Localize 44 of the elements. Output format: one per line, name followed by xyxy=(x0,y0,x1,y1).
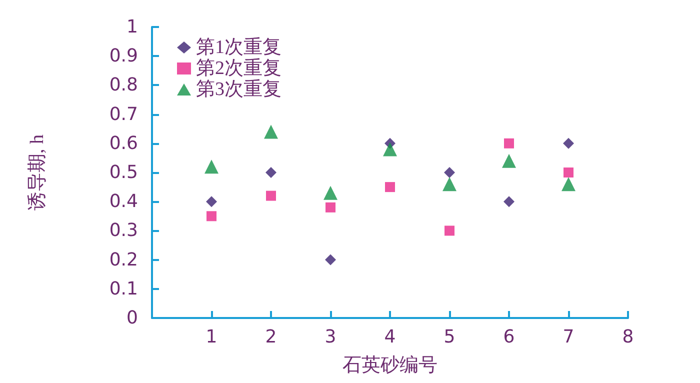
point xyxy=(385,182,395,192)
y-tick-label: 0 xyxy=(126,308,138,328)
legend-label: 第1次重复 xyxy=(196,37,282,58)
point xyxy=(204,160,218,174)
point xyxy=(564,168,574,178)
point xyxy=(442,177,456,192)
point xyxy=(206,196,217,208)
point xyxy=(444,167,455,178)
y-tick-label: 0.8 xyxy=(109,74,138,96)
y-tick-label: 0.1 xyxy=(109,278,138,300)
y-tick-label: 0.9 xyxy=(109,46,138,67)
x-tick-label: 3 xyxy=(324,326,336,348)
x-tick-label: 2 xyxy=(265,326,277,348)
point xyxy=(444,226,454,236)
y-tick-label: 0.7 xyxy=(109,104,138,125)
point xyxy=(324,186,338,200)
y-tick-label: 0.2 xyxy=(109,249,138,270)
point xyxy=(266,190,276,201)
point xyxy=(504,196,514,208)
point xyxy=(206,211,216,222)
y-tick-label: 0.5 xyxy=(109,162,138,183)
x-tick-label: 5 xyxy=(444,326,456,348)
x-axis-title: 石英砂编号 xyxy=(342,355,438,376)
point xyxy=(383,142,397,156)
y-axis-title: 诱导期, h xyxy=(27,134,48,210)
x-tick-label: 7 xyxy=(562,326,574,348)
x-tick-label: 8 xyxy=(622,326,634,348)
y-tick-label: 0.6 xyxy=(109,132,138,154)
point xyxy=(562,177,576,192)
point xyxy=(502,154,516,168)
y-tick-label: 0.4 xyxy=(109,191,138,212)
legend-label: 第3次重复 xyxy=(196,79,282,100)
point xyxy=(563,138,574,149)
point xyxy=(504,138,514,148)
x-tick-label: 6 xyxy=(503,326,515,348)
y-tick-label: 1 xyxy=(126,16,138,38)
point xyxy=(266,167,276,178)
legend-label: 第2次重复 xyxy=(196,58,282,79)
x-tick-label: 1 xyxy=(206,326,218,348)
point xyxy=(325,254,336,266)
point xyxy=(264,124,278,139)
x-tick-label: 4 xyxy=(384,326,396,348)
point xyxy=(326,202,336,212)
y-tick-label: 0.3 xyxy=(109,220,138,242)
